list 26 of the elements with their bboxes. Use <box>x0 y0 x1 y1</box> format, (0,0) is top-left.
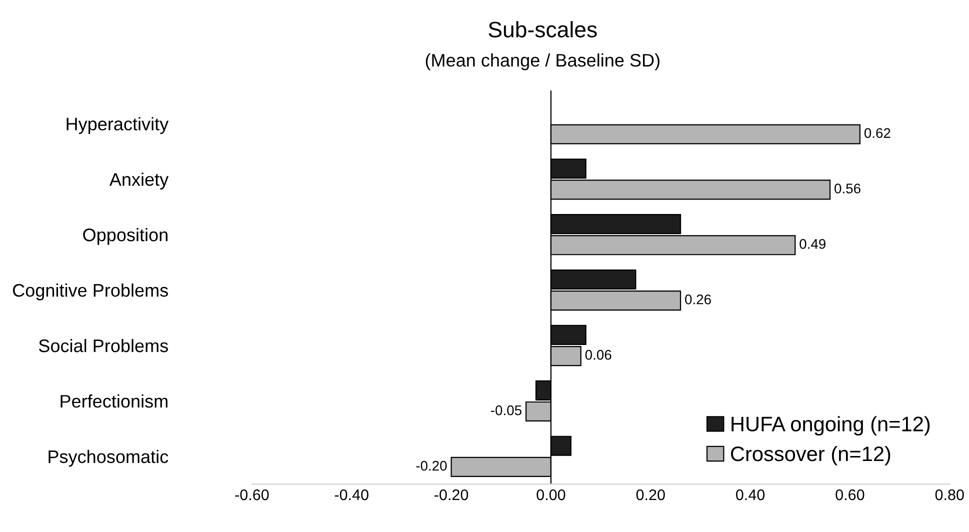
y-tick-label: Opposition <box>83 228 168 245</box>
x-tick-label: 0.40 <box>736 489 765 500</box>
chart-subtitle: (Mean change / Baseline SD) <box>426 53 660 70</box>
y-tick-label: Cognitive Problems <box>12 284 168 300</box>
x-tick-label: 0.60 <box>836 489 864 500</box>
data-label: 0.62 <box>864 128 890 138</box>
data-label: -0.05 <box>491 405 522 416</box>
chart-title: Sub-scales <box>488 21 597 38</box>
data-label: 0.49 <box>800 239 826 249</box>
x-tick-label: -0.40 <box>334 489 368 500</box>
data-label: 0.26 <box>685 294 711 304</box>
y-tick-label: Social Problems <box>38 338 168 352</box>
x-tick-label: -0.20 <box>434 489 468 500</box>
data-label: 0.56 <box>834 184 860 194</box>
data-label: 0.06 <box>585 350 612 360</box>
y-tick-label: Perfectionism <box>60 394 168 408</box>
y-tick-label: Hyperactivity <box>66 117 169 134</box>
x-tick-label: 0.80 <box>935 489 964 500</box>
x-tick-label: -0.60 <box>235 489 269 500</box>
x-tick-label: 0.20 <box>636 489 665 500</box>
legend-label: Crossover (n=12) <box>730 446 890 466</box>
data-label: -0.20 <box>416 460 447 471</box>
legend-label: HUFA ongoing (n=12) <box>732 416 930 436</box>
x-tick-label: 0.00 <box>536 489 566 500</box>
y-tick-label: Anxiety <box>109 172 169 190</box>
y-tick-label: Psychosomatic <box>48 450 168 467</box>
